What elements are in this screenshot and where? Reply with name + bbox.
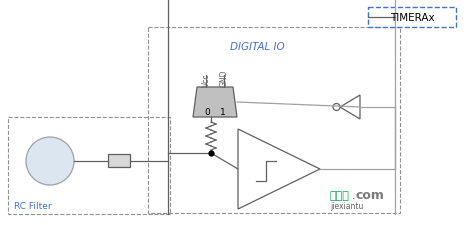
Bar — [148, 28, 400, 213]
Text: 0: 0 — [204, 108, 210, 117]
Text: com: com — [356, 189, 385, 202]
Text: RC Filter: RC Filter — [14, 201, 52, 210]
Polygon shape — [193, 88, 237, 117]
Text: TIMERAx: TIMERAx — [390, 13, 434, 23]
Text: DIGITAL IO: DIGITAL IO — [230, 42, 285, 52]
Circle shape — [26, 137, 74, 185]
Polygon shape — [238, 129, 320, 209]
Text: jiexiantu: jiexiantu — [330, 202, 363, 211]
Text: 1: 1 — [220, 108, 226, 117]
Polygon shape — [340, 96, 360, 119]
Bar — [368, 8, 456, 28]
Text: 接线图: 接线图 — [330, 190, 350, 200]
Text: .: . — [352, 190, 356, 200]
Bar — [108, 154, 130, 167]
Text: Vcc: Vcc — [201, 73, 210, 87]
Bar — [8, 117, 170, 214]
Circle shape — [333, 104, 340, 111]
Text: GND: GND — [219, 69, 228, 87]
